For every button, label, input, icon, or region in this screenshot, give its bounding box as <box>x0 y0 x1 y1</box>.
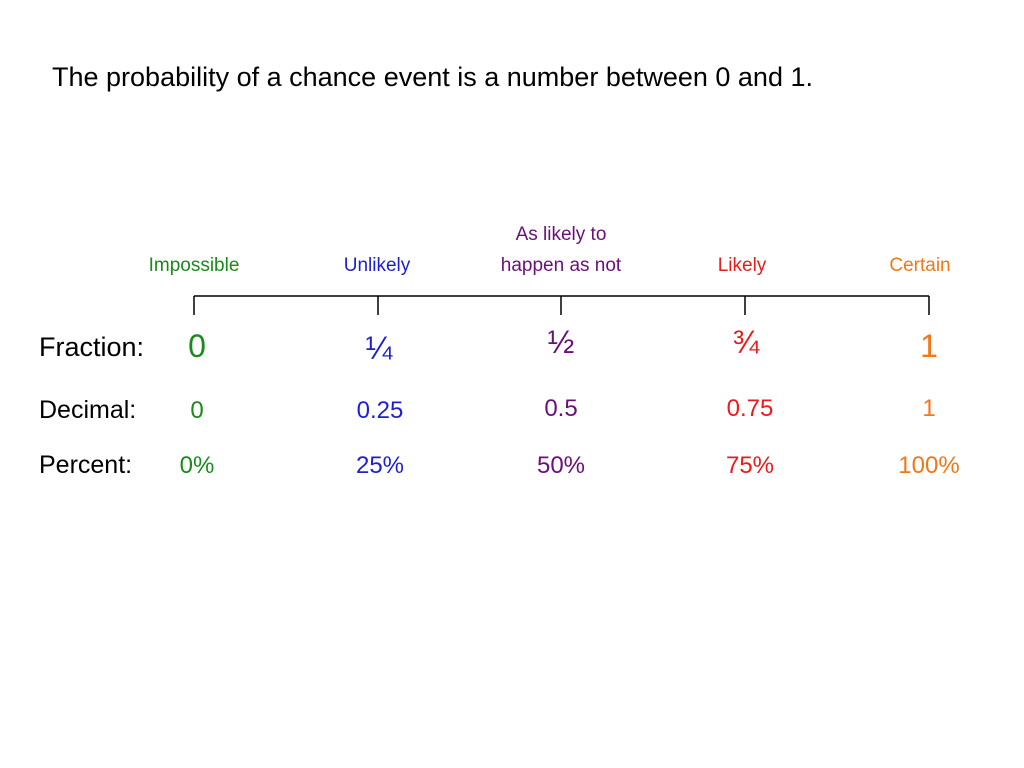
scale-label-as-likely: As likely to happen as not <box>501 219 621 281</box>
fraction-value-three-quarters: ¾ <box>732 324 760 360</box>
decimal-value-0-75: 0.75 <box>726 395 774 422</box>
percent-value-0: 0% <box>179 452 215 479</box>
fraction-value-0: 0 <box>188 328 206 364</box>
decimal-value-0-25: 0.25 <box>356 397 404 424</box>
percent-value-75: 75% <box>725 452 775 479</box>
scale-label-likely: Likely <box>717 255 767 276</box>
decimal-row-label: Decimal: <box>39 396 137 424</box>
fraction-value-quarter: ¼ <box>365 330 393 366</box>
slide-title: The probability of a chance event is a n… <box>52 62 813 92</box>
scale-label-impossible: Impossible <box>148 255 240 276</box>
decimal-value-0-5: 0.5 <box>544 395 578 422</box>
percent-row-label: Percent: <box>39 451 133 479</box>
scale-label-as-likely-line2: happen as not <box>500 255 622 276</box>
fraction-row-label: Fraction: <box>39 332 145 362</box>
percent-value-100: 100% <box>898 452 960 479</box>
fraction-value-1: 1 <box>920 328 938 364</box>
fraction-value-half: ½ <box>547 324 575 360</box>
scale-label-as-likely-line1: As likely to <box>515 224 607 245</box>
percent-value-25: 25% <box>355 452 405 479</box>
scale-label-certain: Certain <box>889 255 951 276</box>
scale-label-unlikely: Unlikely <box>343 255 411 276</box>
decimal-value-1: 1 <box>922 395 936 422</box>
decimal-value-0: 0 <box>190 397 204 424</box>
percent-value-50: 50% <box>536 452 586 479</box>
